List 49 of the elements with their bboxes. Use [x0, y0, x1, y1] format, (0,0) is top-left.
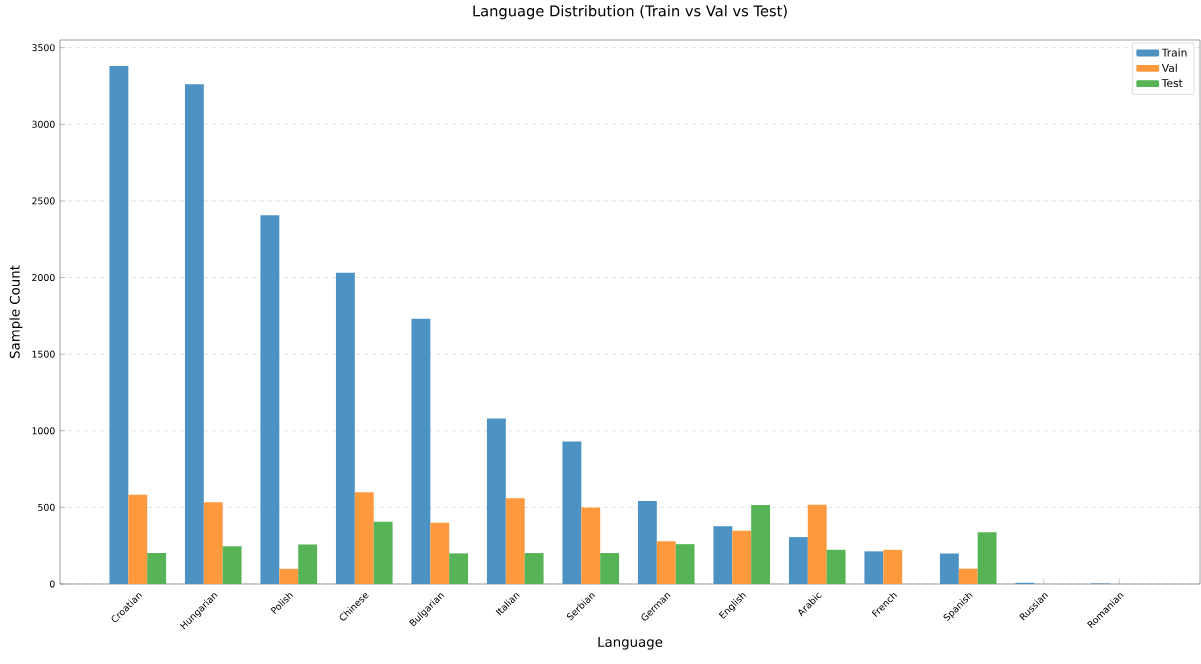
y-tick-label: 3000: [32, 120, 55, 128]
bar: [600, 553, 620, 584]
y-tick-label: 0: [49, 580, 55, 588]
y-tick-label: 1000: [32, 427, 55, 435]
bar: [958, 568, 978, 584]
y-tick-label: 500: [38, 503, 55, 511]
bar: [826, 549, 846, 584]
legend-label: Val: [1161, 63, 1177, 73]
bar: [373, 521, 393, 584]
bar: [562, 441, 582, 584]
y-tick-label: 2500: [32, 197, 55, 205]
bar: [788, 537, 808, 584]
bar: [656, 541, 676, 584]
legend-label: Train: [1161, 48, 1187, 57]
bar: [147, 553, 167, 584]
bar: [449, 553, 469, 584]
y-tick-label: 1500: [32, 350, 55, 358]
bar: [524, 553, 544, 584]
bar: [430, 522, 450, 584]
bar: [713, 526, 733, 584]
bar: [203, 502, 223, 584]
bar: [279, 568, 299, 584]
y-axis-title: Sample Count: [9, 265, 23, 359]
legend-label: Test: [1161, 79, 1183, 88]
bar: [883, 549, 903, 584]
bar: [128, 494, 148, 584]
x-axis-title: Language: [598, 637, 663, 650]
chart-title: Language Distribution (Train vs Val vs Test): [473, 5, 787, 20]
bar: [486, 418, 506, 584]
bar: [637, 500, 657, 584]
bar: [335, 272, 355, 584]
y-tick-label: 3500: [32, 44, 55, 52]
bar: [411, 318, 431, 584]
bar: [732, 530, 752, 584]
bar: [939, 553, 959, 584]
bar: [260, 215, 280, 584]
bar: [807, 504, 827, 584]
bar: [109, 66, 129, 584]
y-tick-label: 2000: [32, 274, 55, 282]
bar: [354, 492, 374, 584]
bar: [864, 551, 884, 584]
bar: [751, 505, 771, 584]
bar: [184, 84, 204, 584]
bar: [581, 507, 601, 584]
bar: [298, 544, 318, 584]
bar: [505, 498, 525, 584]
bar: [675, 544, 695, 584]
bar: [977, 532, 997, 584]
bar: [222, 546, 242, 584]
